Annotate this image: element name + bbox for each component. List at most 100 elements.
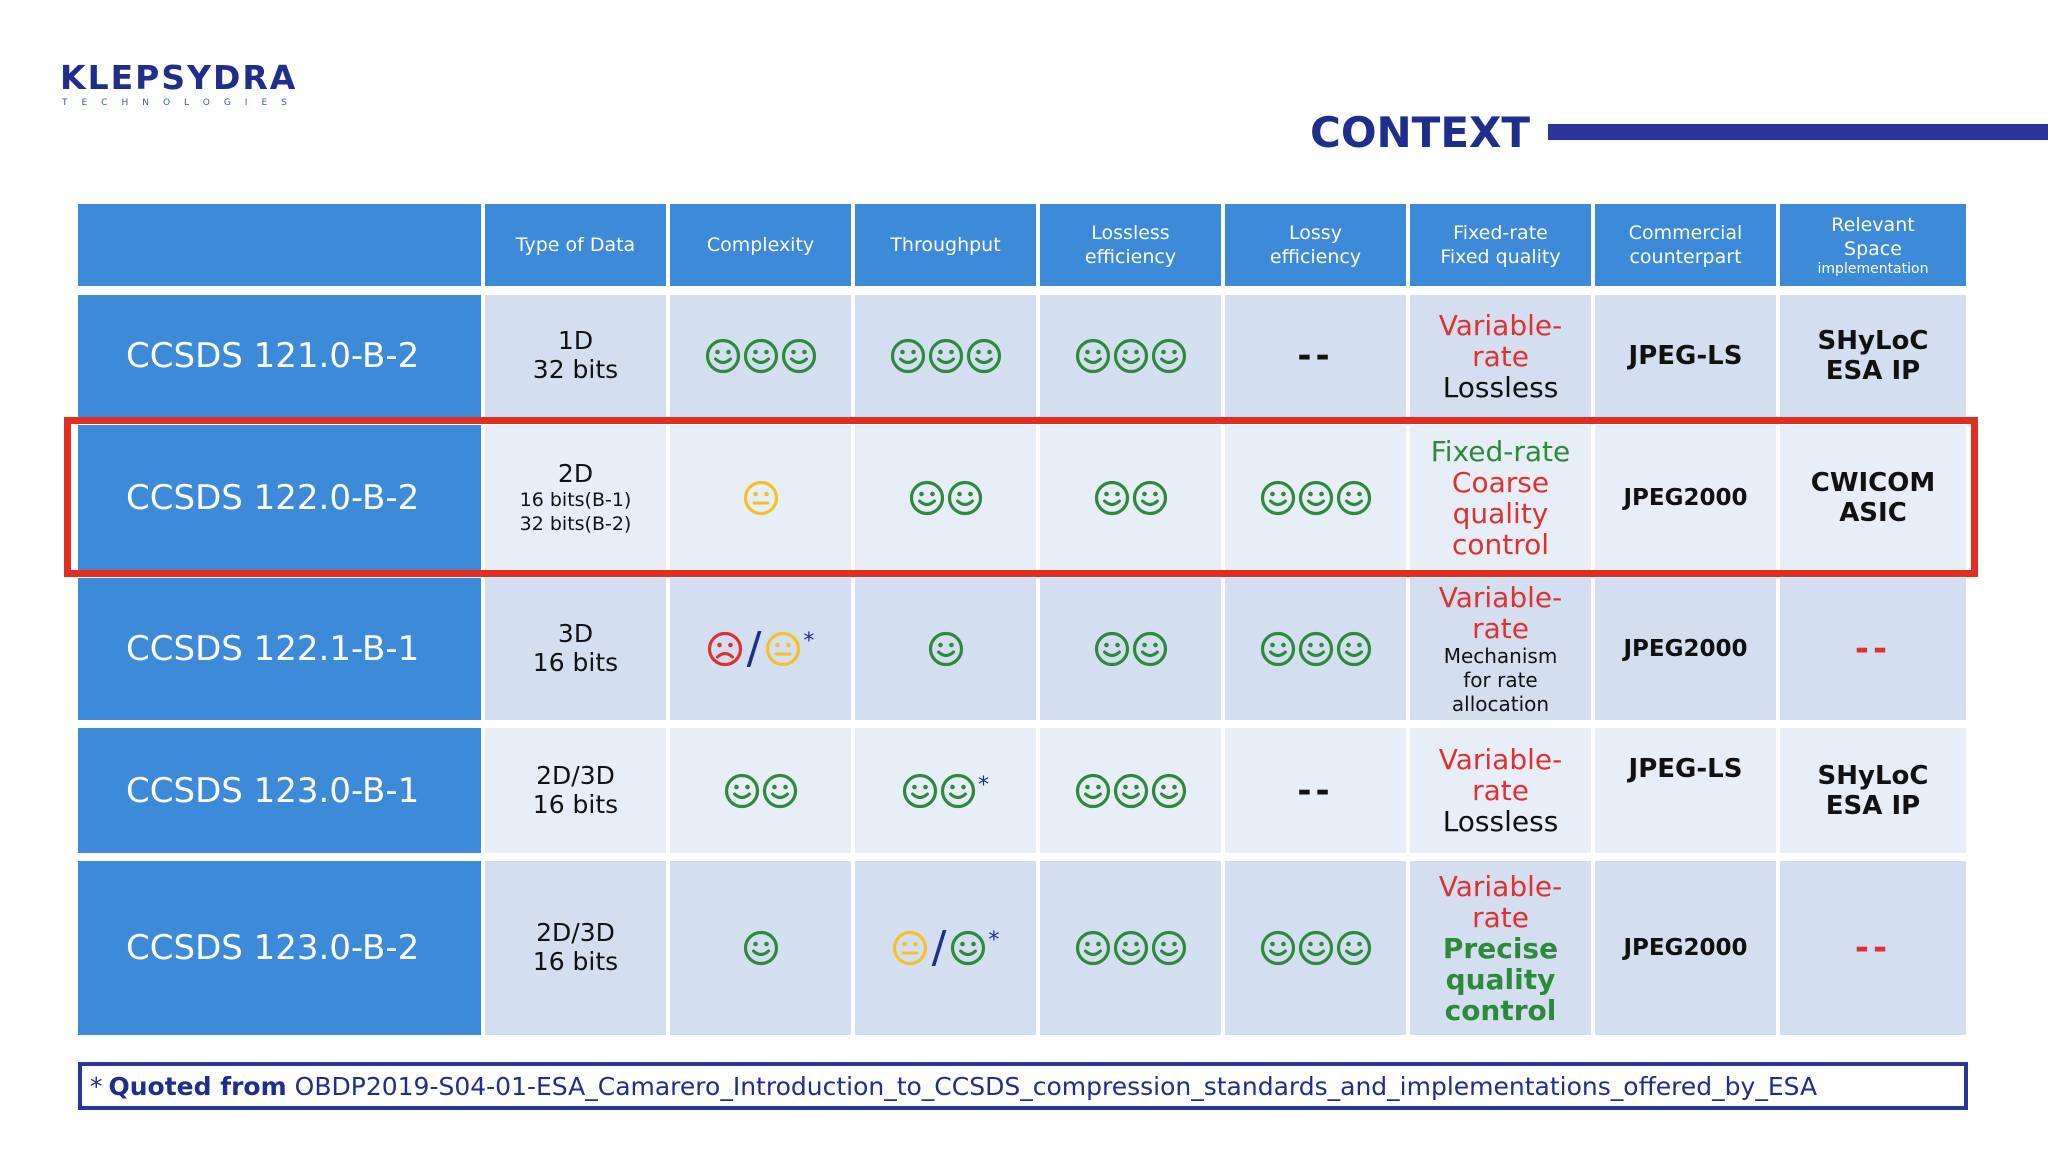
footnote: * Quoted from OBDP2019-S04-01-ESA_Camare… — [78, 1062, 1968, 1110]
complexity-cell: / * — [670, 578, 855, 720]
happy-face-icon — [724, 773, 760, 809]
relevant-cell: SHyLoC ESA IP — [1780, 728, 1966, 853]
happy-face-icon — [1094, 631, 1130, 667]
relevant-text: SHyLoC — [1817, 326, 1929, 356]
happy-face-icon — [950, 930, 986, 966]
footnote-asterisk: * — [978, 772, 989, 798]
commercial-text: JPEG2000 — [1623, 484, 1748, 511]
rating — [743, 930, 779, 966]
type-bits: 16 bits — [532, 789, 619, 819]
throughput-cell: / * — [855, 861, 1040, 1035]
fixed-rate-text: allocation — [1451, 692, 1550, 716]
happy-face-icon — [928, 631, 964, 667]
relevant-cell: SHyLoC ESA IP — [1780, 295, 1966, 417]
happy-face-icon — [940, 773, 976, 809]
not-applicable-dash: -- — [1854, 928, 1892, 968]
happy-face-icon — [1151, 338, 1187, 374]
commercial-text: JPEG2000 — [1623, 636, 1748, 662]
table-row: CCSDS 123.0-B-1 2D/3D 16 bits * — [78, 728, 1966, 853]
type-of-data-cell: 2D/3D 16 bits — [485, 728, 670, 853]
footnote-source: OBDP2019-S04-01-ESA_Camarero_Introductio… — [294, 1071, 1818, 1101]
fixed-rate-text: Coarse — [1451, 465, 1550, 499]
happy-face-icon — [1075, 930, 1111, 966]
commercial-cell: JPEG-LS — [1595, 728, 1780, 853]
not-applicable-dash: -- — [1297, 336, 1334, 376]
type-of-data-cell: 2D/3D 16 bits — [485, 861, 670, 1035]
lossless-cell — [1040, 578, 1225, 720]
type-bits: 16 bits — [532, 648, 619, 677]
relevant-text: ESA IP — [1825, 790, 1921, 821]
rating — [1260, 930, 1372, 966]
title-accent-bar — [1548, 124, 2048, 140]
happy-face-icon — [1298, 930, 1334, 966]
footnote-asterisk: * — [803, 629, 815, 654]
table-row: CCSDS 122.1-B-1 3D 16 bits / * — [78, 578, 1966, 720]
throughput-cell — [855, 295, 1040, 417]
header-empty — [78, 204, 485, 286]
fixed-rate-text: Lossless — [1442, 805, 1559, 838]
rating: / * — [707, 623, 815, 674]
separator-slash: / — [931, 922, 947, 973]
footnote-label: Quoted from — [108, 1071, 287, 1101]
company-logo: KLEPSYDRA TECHNOLOGIES — [60, 60, 310, 115]
throughput-cell — [855, 578, 1040, 720]
table-row: CCSDS 122.0-B-2 2D 16 bits(B-1) 32 bits(… — [78, 425, 1966, 570]
fixed-rate-cell: Variable- rate Lossless — [1410, 295, 1595, 417]
rating — [705, 338, 817, 374]
commercial-text: JPEG-LS — [1628, 341, 1743, 371]
lossless-cell — [1040, 861, 1225, 1035]
fixed-rate-text: quality — [1445, 962, 1556, 996]
happy-face-icon — [1151, 773, 1187, 809]
fixed-rate-text: Variable- — [1438, 308, 1563, 342]
header-label: efficiency — [1084, 246, 1177, 268]
relevant-text: ESA IP — [1825, 356, 1921, 386]
fixed-rate-text: rate — [1472, 612, 1529, 645]
happy-face-icon — [1260, 930, 1296, 966]
rating — [890, 338, 1002, 374]
relevant-text: SHyLoC — [1817, 760, 1929, 791]
happy-face-icon — [1075, 773, 1111, 809]
type-dimension: 1D — [557, 326, 594, 355]
not-applicable-dash: -- — [1854, 629, 1892, 669]
table-row: CCSDS 123.0-B-2 2D/3D 16 bits / * — [78, 861, 1966, 1035]
header-label: counterpart — [1629, 246, 1742, 268]
lossless-cell — [1040, 728, 1225, 853]
lossy-cell: -- — [1225, 728, 1410, 853]
neutral-face-icon — [765, 631, 801, 667]
type-dimension: 2D/3D — [536, 918, 615, 947]
lossy-cell: -- — [1225, 295, 1410, 417]
fixed-rate-text: Mechanism — [1443, 644, 1558, 668]
row-name-text: CCSDS 123.0-B-1 — [126, 770, 420, 811]
header-type-of-data: Type of Data — [485, 204, 670, 286]
happy-face-icon — [1298, 631, 1334, 667]
happy-face-icon — [762, 773, 798, 809]
logo-tagline: TECHNOLOGIES — [62, 98, 301, 108]
type-bits: 32 bits(B-2) — [519, 512, 632, 535]
row-name-text: CCSDS 122.0-B-2 — [126, 477, 420, 518]
happy-face-icon — [1151, 930, 1187, 966]
sad-face-icon — [707, 631, 743, 667]
commercial-cell: JPEG2000 — [1595, 861, 1780, 1035]
rating — [1260, 631, 1372, 667]
header-label: Throughput — [890, 234, 1001, 256]
fixed-rate-text: Precise — [1442, 931, 1559, 965]
separator-slash: / — [746, 623, 762, 674]
relevant-cell: -- — [1780, 578, 1966, 720]
happy-face-icon — [966, 338, 1002, 374]
happy-face-icon — [1336, 930, 1372, 966]
rating: / * — [892, 922, 999, 973]
fixed-rate-cell: Variable- rate Lossless — [1410, 728, 1595, 853]
complexity-cell — [670, 425, 855, 570]
fixed-rate-text: Variable- — [1438, 581, 1563, 614]
commercial-text: JPEG2000 — [1623, 935, 1748, 961]
row-name: CCSDS 123.0-B-2 — [78, 861, 485, 1035]
fixed-rate-text: control — [1444, 993, 1557, 1027]
lossy-cell — [1225, 861, 1410, 1035]
fixed-rate-text: Variable- — [1438, 869, 1563, 903]
fixed-rate-text: Variable- — [1438, 743, 1563, 776]
fixed-rate-text: rate — [1472, 339, 1529, 373]
rating — [1075, 930, 1187, 966]
lossy-cell — [1225, 425, 1410, 570]
fixed-rate-text: for rate — [1463, 668, 1538, 692]
row-name: CCSDS 122.1-B-1 — [78, 578, 485, 720]
